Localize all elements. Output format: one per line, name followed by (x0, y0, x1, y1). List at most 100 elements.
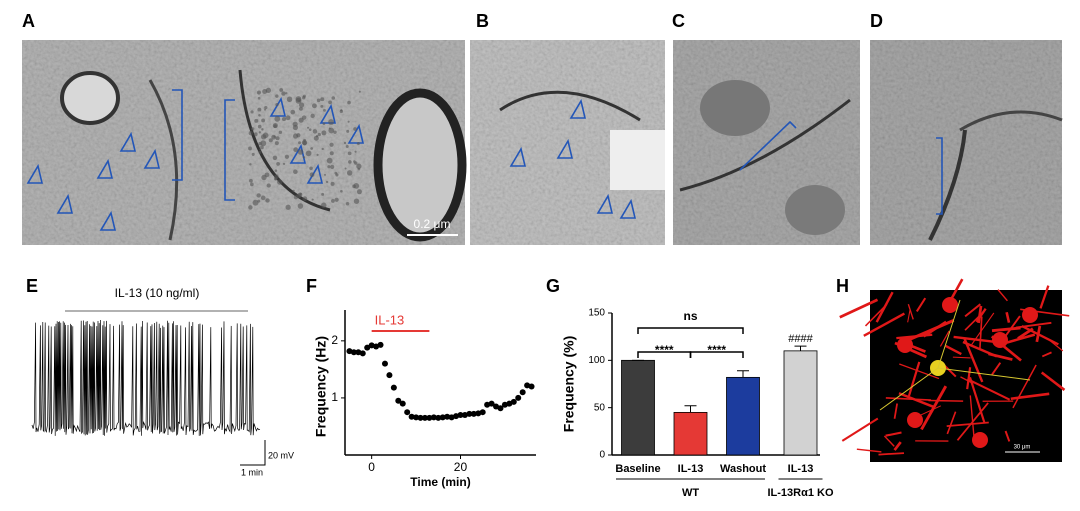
point (528, 383, 535, 390)
neurite (997, 289, 1008, 302)
granule (322, 122, 326, 126)
scale-label: 1 min (241, 467, 263, 477)
soma (897, 337, 913, 353)
point (395, 397, 402, 404)
granule (307, 126, 310, 129)
granule (331, 96, 336, 100)
error-bar (737, 370, 749, 378)
neurite (856, 448, 882, 453)
granule (333, 130, 337, 134)
point (359, 350, 366, 357)
mitochondrion (700, 80, 770, 136)
granule (345, 145, 349, 148)
error-bar (684, 405, 697, 413)
y-tick-label: 0 (599, 450, 605, 461)
granule (303, 138, 307, 142)
granule (310, 113, 315, 119)
granule (311, 198, 314, 201)
neurite (962, 340, 998, 358)
neurite (1004, 430, 1011, 442)
arrowhead (596, 193, 614, 214)
point (510, 398, 517, 405)
neurite (1041, 351, 1052, 358)
granule (293, 169, 298, 175)
y-tick-label: 100 (588, 355, 605, 366)
granule (357, 167, 361, 171)
granule (279, 88, 284, 92)
granule (258, 113, 261, 117)
arrowhead (143, 148, 161, 169)
granule (356, 189, 362, 195)
soma (992, 332, 1008, 348)
granule (297, 149, 304, 155)
neurite (953, 335, 997, 344)
neurite (879, 299, 1031, 411)
neurite (964, 315, 981, 331)
granule (278, 130, 283, 134)
granule (254, 118, 259, 123)
granule (273, 135, 276, 138)
granule (262, 89, 268, 95)
granule (328, 100, 332, 105)
granule (266, 183, 271, 188)
y-tick-label: 1 (331, 390, 338, 404)
granule (262, 132, 269, 139)
granule (274, 115, 281, 122)
point (497, 405, 504, 412)
granule (257, 199, 261, 203)
granule (354, 150, 357, 153)
granule (257, 96, 261, 100)
granule (248, 146, 252, 151)
granule (275, 102, 279, 107)
granule (344, 167, 347, 170)
neurite (1010, 392, 1050, 401)
error-bar (794, 345, 807, 351)
bar (726, 376, 760, 456)
point (377, 341, 384, 348)
neurite (991, 362, 1002, 376)
membrane (148, 79, 179, 241)
granule (323, 108, 326, 112)
granule (315, 134, 319, 138)
point (466, 410, 473, 417)
granule (259, 148, 262, 151)
point (390, 384, 397, 391)
granule (323, 173, 327, 176)
neurite (899, 363, 940, 380)
granule (298, 141, 302, 145)
group-label: WT (682, 487, 699, 499)
arrowhead (509, 146, 527, 167)
arrowhead (619, 198, 637, 219)
granule (299, 102, 305, 108)
granule (281, 117, 287, 122)
granule (264, 105, 268, 110)
arrowhead (556, 138, 574, 159)
x-tick-label: Baseline (615, 463, 660, 475)
point (386, 372, 393, 379)
granule (356, 163, 362, 169)
neurite (885, 431, 902, 437)
granule (256, 90, 262, 95)
point (417, 414, 424, 421)
point (444, 413, 451, 420)
significance-label: **** (707, 343, 726, 357)
neurite (956, 402, 989, 441)
granule (292, 189, 295, 193)
granule (321, 202, 327, 209)
granule (285, 115, 291, 121)
voltage-trace (31, 320, 261, 436)
granule (321, 147, 324, 151)
point (515, 394, 522, 401)
scale-label: 20 mV (268, 450, 294, 460)
granule (285, 92, 288, 95)
y-tick-label: 2 (331, 333, 338, 347)
granule (353, 160, 356, 163)
granule (326, 157, 333, 164)
x-tick-label: IL-13 (678, 463, 704, 475)
neurite (893, 403, 899, 419)
significance-label: ns (683, 309, 697, 323)
neurite (945, 344, 962, 356)
arrowhead (319, 103, 337, 124)
em-image-d (870, 40, 1062, 245)
neurite (963, 337, 984, 383)
